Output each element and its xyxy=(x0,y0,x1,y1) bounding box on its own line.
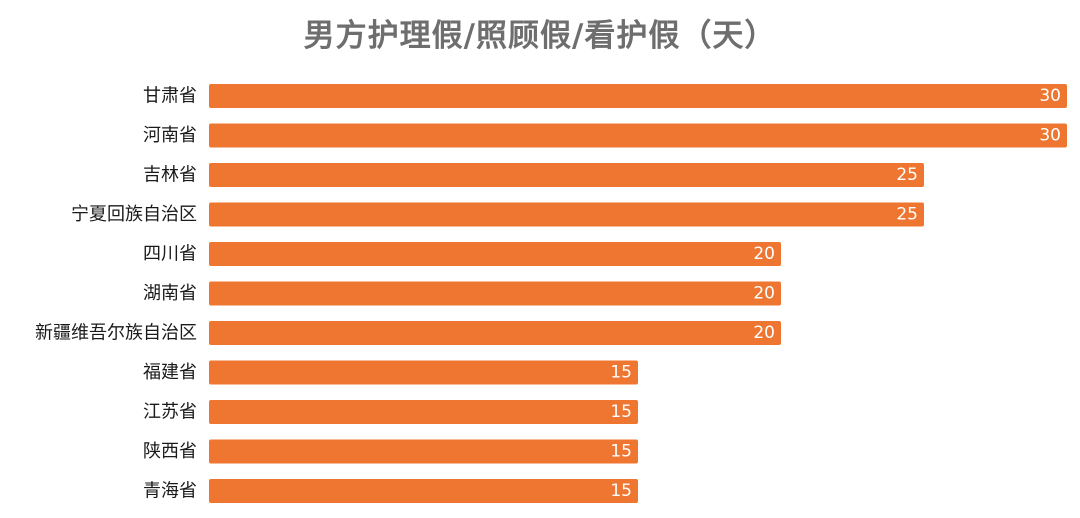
value-label: 25 xyxy=(896,165,918,185)
value-label: 15 xyxy=(610,402,632,422)
category-label: 吉林省 xyxy=(143,165,197,186)
bar xyxy=(209,202,924,227)
bar xyxy=(209,400,638,424)
category-label: 甘肃省 xyxy=(143,86,197,107)
value-label: 30 xyxy=(1039,126,1061,146)
category-label: 陕西省 xyxy=(143,441,197,462)
category-label: 湖南省 xyxy=(143,283,197,304)
bar xyxy=(209,163,924,187)
bar xyxy=(209,439,638,464)
bar xyxy=(209,281,781,306)
bar xyxy=(209,360,638,385)
bar xyxy=(209,479,638,503)
category-label: 青海省 xyxy=(143,481,197,502)
category-label: 河南省 xyxy=(143,125,197,146)
category-label: 新疆维吾尔族自治区 xyxy=(35,323,197,344)
value-label: 15 xyxy=(610,363,632,383)
bar xyxy=(209,123,1067,148)
value-label: 20 xyxy=(753,323,775,343)
value-label: 20 xyxy=(753,244,775,264)
category-label: 四川省 xyxy=(143,244,197,265)
category-label: 江苏省 xyxy=(143,402,197,423)
value-label: 20 xyxy=(753,284,775,304)
chart-title: 男方护理假/照顾假/看护假（天） xyxy=(303,18,777,54)
bar xyxy=(209,321,781,345)
value-label: 25 xyxy=(896,205,918,225)
category-label: 福建省 xyxy=(143,362,197,383)
value-label: 15 xyxy=(610,481,632,501)
bar xyxy=(209,84,1067,108)
value-label: 30 xyxy=(1039,86,1061,106)
value-label: 15 xyxy=(610,442,632,462)
bar xyxy=(209,242,781,266)
category-label: 宁夏回族自治区 xyxy=(71,204,197,225)
